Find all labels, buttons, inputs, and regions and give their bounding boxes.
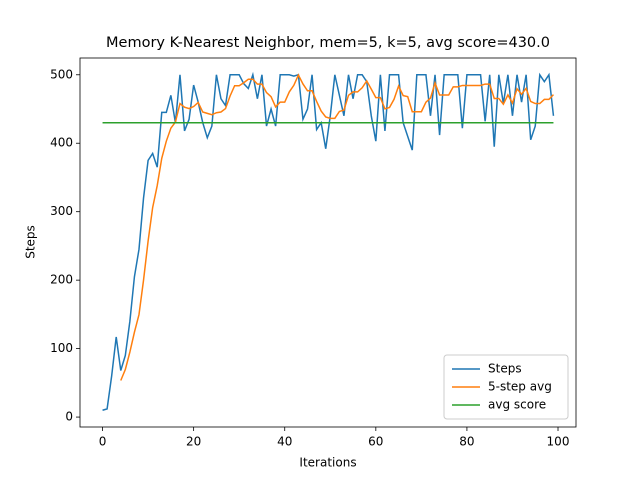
y-axis-label: Steps <box>24 225 38 259</box>
y-tick-label: 500 <box>50 67 73 81</box>
legend-label: Steps <box>488 362 522 376</box>
legend-label: 5-step avg <box>488 380 552 394</box>
x-tick-label: 100 <box>547 435 570 449</box>
series-line <box>102 71 555 411</box>
x-tick-label: 60 <box>368 435 383 449</box>
chart-title: Memory K-Nearest Neighbor, mem=5, k=5, a… <box>106 35 550 51</box>
y-tick-label: 200 <box>50 273 73 287</box>
legend-box <box>443 354 569 420</box>
y-tick-label: 0 <box>65 410 73 424</box>
y-tick-label: 300 <box>50 204 73 218</box>
x-tick-label: 20 <box>186 435 201 449</box>
x-axis-label: Iterations <box>299 456 356 470</box>
x-tick-label: 0 <box>99 435 107 449</box>
x-tick-label: 40 <box>277 435 292 449</box>
x-tick-label: 80 <box>459 435 474 449</box>
y-tick-label: 400 <box>50 136 73 150</box>
plot-frame <box>79 57 577 428</box>
legend-label: avg score <box>488 398 546 412</box>
y-tick-label: 100 <box>50 341 73 355</box>
series-line <box>120 73 554 381</box>
